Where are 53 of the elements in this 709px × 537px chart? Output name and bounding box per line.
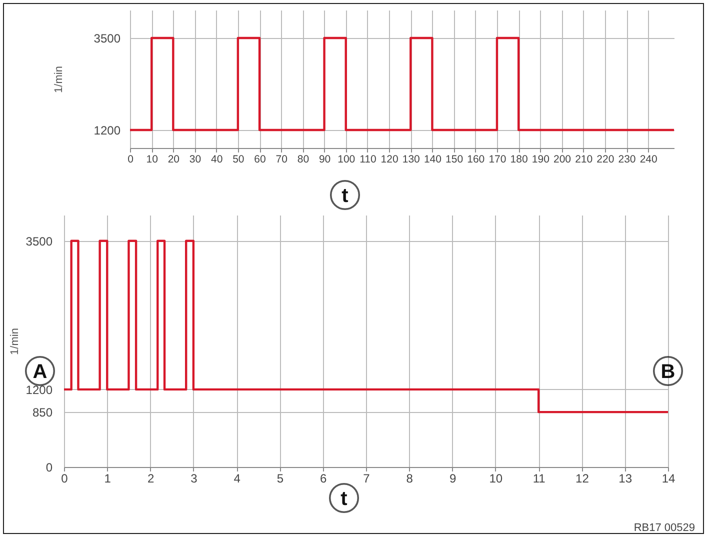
y-tick-label: 0 xyxy=(46,460,53,474)
x-tick-label: 80 xyxy=(297,154,310,166)
y-axis-title: 1/min xyxy=(8,328,21,355)
x-tick-label: 50 xyxy=(232,154,244,166)
text: A xyxy=(32,361,48,383)
x-tick-label: 10 xyxy=(489,472,503,486)
x-tick-label: 30 xyxy=(189,154,202,166)
x-tick-label: 40 xyxy=(211,154,223,166)
y-tick-label: 1200 xyxy=(26,382,53,397)
x-tick-label: 200 xyxy=(553,154,572,166)
x-tick-label: 20 xyxy=(168,154,180,166)
x-tick-label: 8 xyxy=(406,472,414,486)
x-tick-label: 150 xyxy=(446,154,464,166)
y-tick-label: 850 xyxy=(32,406,53,420)
x-tick-label: 190 xyxy=(532,154,550,166)
x-tick-label: 3 xyxy=(190,472,198,486)
y-axis-title: 1/min xyxy=(52,66,65,93)
x-tick-label: 0 xyxy=(61,472,68,486)
x-tick-label: 220 xyxy=(596,154,614,166)
x-tick-label: 10 xyxy=(146,154,158,166)
x-tick-label: 180 xyxy=(510,154,528,166)
x-tick-label: 0 xyxy=(128,154,134,166)
x-tick-label: 110 xyxy=(360,154,376,166)
x-tick-label: 13 xyxy=(618,472,632,486)
x-tick-label: 130 xyxy=(402,154,420,166)
x-tick-label: 14 xyxy=(662,472,676,486)
y-tick-label: 3500 xyxy=(94,32,121,46)
x-tick-label: 140 xyxy=(424,154,442,166)
annotation: B xyxy=(660,361,676,383)
x-tick-label: 9 xyxy=(449,472,456,486)
x-tick-label: 120 xyxy=(380,154,398,166)
x-tick-label: 4 xyxy=(234,472,241,486)
x-tick-label: 11 xyxy=(532,472,546,486)
x-tick-label: 230 xyxy=(618,154,636,166)
x-tick-label: 90 xyxy=(318,154,331,166)
x-tick-label: 170 xyxy=(488,154,506,166)
x-tick-label: 2 xyxy=(147,472,154,486)
y-tick-label: 3500 xyxy=(26,234,53,248)
x-tick-label: 5 xyxy=(276,472,284,486)
x-tick-label: 210 xyxy=(575,154,593,166)
x-tick-label: 60 xyxy=(254,154,266,166)
x-tick-label: 160 xyxy=(467,154,485,166)
x-tick-label: 240 xyxy=(640,154,658,166)
x-axis-title: t xyxy=(340,488,348,510)
x-tick-label: 1 xyxy=(104,472,112,486)
text: RB17 00529 xyxy=(634,522,695,534)
x-tick-label: 12 xyxy=(576,472,590,486)
x-tick-label: 70 xyxy=(276,154,288,166)
x-tick-label: 7 xyxy=(363,472,370,486)
x-tick-label: 100 xyxy=(338,154,356,166)
x-tick-label: 6 xyxy=(320,472,328,486)
y-tick-label: 1200 xyxy=(94,124,121,138)
x-axis-title: t xyxy=(342,185,349,207)
